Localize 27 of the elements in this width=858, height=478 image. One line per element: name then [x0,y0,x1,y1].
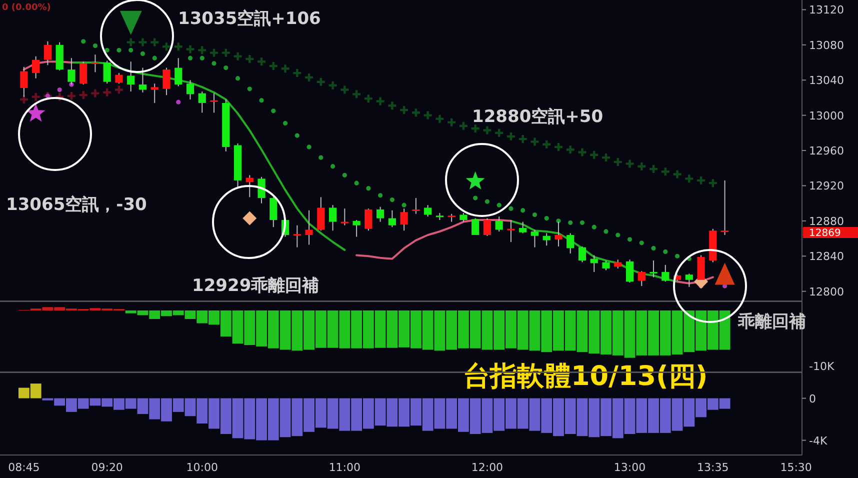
y-tick-label: 12840 [809,250,844,264]
y-tick-label: 12960 [809,144,844,158]
y-tick-label: 12920 [809,180,844,193]
x-tick-label: 09:20 [91,461,123,474]
y-tick-label: 13080 [809,38,844,52]
x-tick-label: 13:35 [697,461,729,474]
x-tick-label: 13:00 [614,461,646,474]
annotation: 0 (0.00%) [2,3,51,13]
annotation: 12929乖離回補 [192,276,320,296]
y-tick-label: -4K [809,434,828,448]
annotation: 13065空訊，-30 [6,195,148,215]
x-tick-label: 15:30 [780,461,812,474]
text: 12869 [809,228,841,239]
y-tick-label: 13000 [809,109,844,122]
annotation: 13035空訊+106 [178,9,321,29]
y-tick-label: 12800 [809,285,844,298]
x-tick-label: 08:45 [8,461,40,474]
annotation: 乖離回補 [737,312,806,332]
y-tick-label: 12880 [809,214,844,228]
x-tick-label: 11:00 [328,461,361,474]
text: -10K [809,360,835,373]
y-tick-label: 13120 [809,4,844,17]
x-tick-label: 10:00 [186,461,218,474]
y-tick-label: 13040 [809,74,844,88]
y-tick-label: 0 [809,392,816,406]
x-tick-label: 12:00 [471,461,504,474]
annotation: 12880空訊+50 [472,107,604,127]
